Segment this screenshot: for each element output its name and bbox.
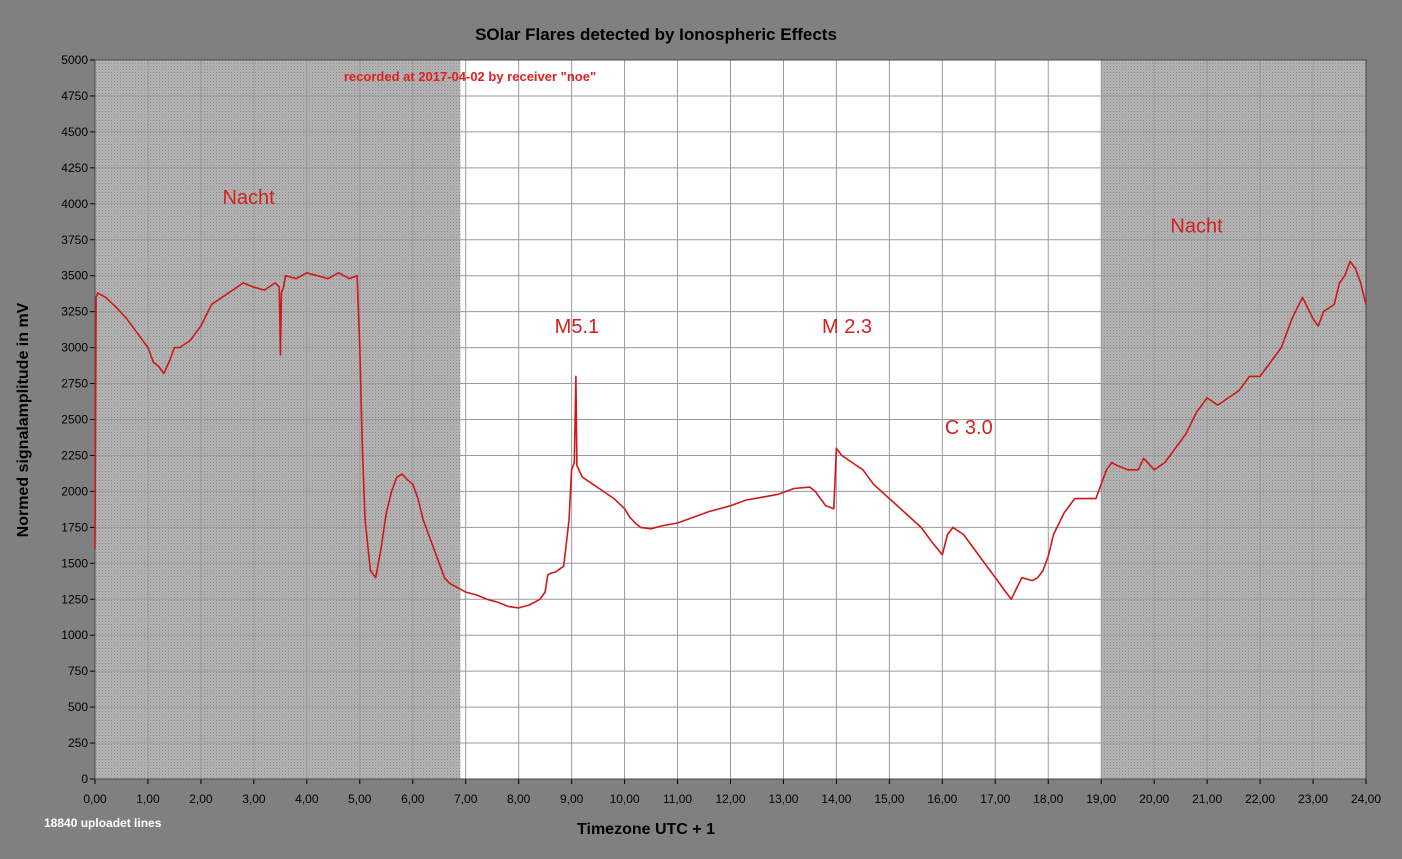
x-tick-label: 10,00: [610, 792, 640, 806]
x-tick-label: 1,00: [136, 792, 160, 806]
y-tick-label: 1500: [61, 556, 88, 570]
chart-title: SOlar Flares detected by Ionospheric Eff…: [475, 25, 837, 44]
x-tick-label: 14,00: [821, 792, 851, 806]
signal-series-line: [94, 260, 1367, 609]
flare-annotation: Nacht: [1170, 216, 1223, 238]
x-tick-label: 8,00: [507, 792, 531, 806]
y-axis-title: Normed signalamplitude in mV: [15, 302, 32, 537]
flare-annotation: M 2.3: [822, 316, 872, 338]
y-tick-label: 2500: [61, 413, 88, 427]
y-tick-label: 3500: [61, 269, 88, 283]
y-tick-label: 3000: [61, 341, 88, 355]
y-tick-label: 4250: [61, 161, 88, 175]
x-tick-label: 13,00: [768, 792, 798, 806]
y-tick-label: 2000: [61, 484, 88, 498]
x-tick-label: 17,00: [980, 792, 1010, 806]
y-tick-label: 1750: [61, 520, 88, 534]
y-tick-label: 500: [68, 700, 88, 714]
y-tick-label: 2750: [61, 377, 88, 391]
flare-annotation: M5.1: [555, 316, 599, 338]
flare-annotation: C 3.0: [945, 417, 993, 439]
x-tick-label: 22,00: [1245, 792, 1275, 806]
x-tick-label: 16,00: [927, 792, 957, 806]
y-tick-label: 0: [81, 772, 88, 786]
y-tick-label: 750: [68, 664, 88, 678]
x-tick-label: 19,00: [1086, 792, 1116, 806]
x-tick-label: 4,00: [295, 792, 319, 806]
x-tick-label: 23,00: [1298, 792, 1328, 806]
x-axis-title: Timezone UTC + 1: [577, 821, 715, 838]
y-tick-label: 4500: [61, 125, 88, 139]
x-tick-label: 21,00: [1192, 792, 1222, 806]
y-tick-label: 3250: [61, 305, 88, 319]
x-tick-label: 2,00: [189, 792, 213, 806]
y-tick-label: 4000: [61, 197, 88, 211]
x-tick-label: 5,00: [348, 792, 372, 806]
x-tick-label: 7,00: [454, 792, 478, 806]
y-tick-label: 1250: [61, 592, 88, 606]
flare-annotation: Nacht: [222, 187, 275, 209]
y-tick-label: 4750: [61, 89, 88, 103]
x-tick-label: 24,00: [1351, 792, 1381, 806]
upload-info: 18840 uploadet lines: [44, 816, 162, 830]
x-tick-label: 20,00: [1139, 792, 1169, 806]
y-tick-label: 1000: [61, 628, 88, 642]
x-tick-label: 12,00: [715, 792, 745, 806]
x-tick-label: 9,00: [560, 792, 584, 806]
x-tick-label: 3,00: [242, 792, 266, 806]
x-tick-label: 6,00: [401, 792, 425, 806]
x-tick-label: 18,00: [1033, 792, 1063, 806]
y-tick-label: 250: [68, 736, 88, 750]
chart-subtitle: recorded at 2017-04-02 by receiver "noe": [344, 69, 596, 84]
plot-area: 0,00 1,00 2,00 3,00 4,00 5,00 6,00 7,00 8,00 9,00…: [61, 53, 1381, 806]
x-tick-label: 11,00: [663, 792, 692, 806]
y-tick-label: 3750: [61, 233, 88, 247]
x-tick-label: 0,00: [83, 792, 107, 806]
y-tick-label: 2250: [61, 448, 88, 462]
x-tick-label: 15,00: [874, 792, 904, 806]
y-tick-label: 5000: [61, 53, 88, 67]
